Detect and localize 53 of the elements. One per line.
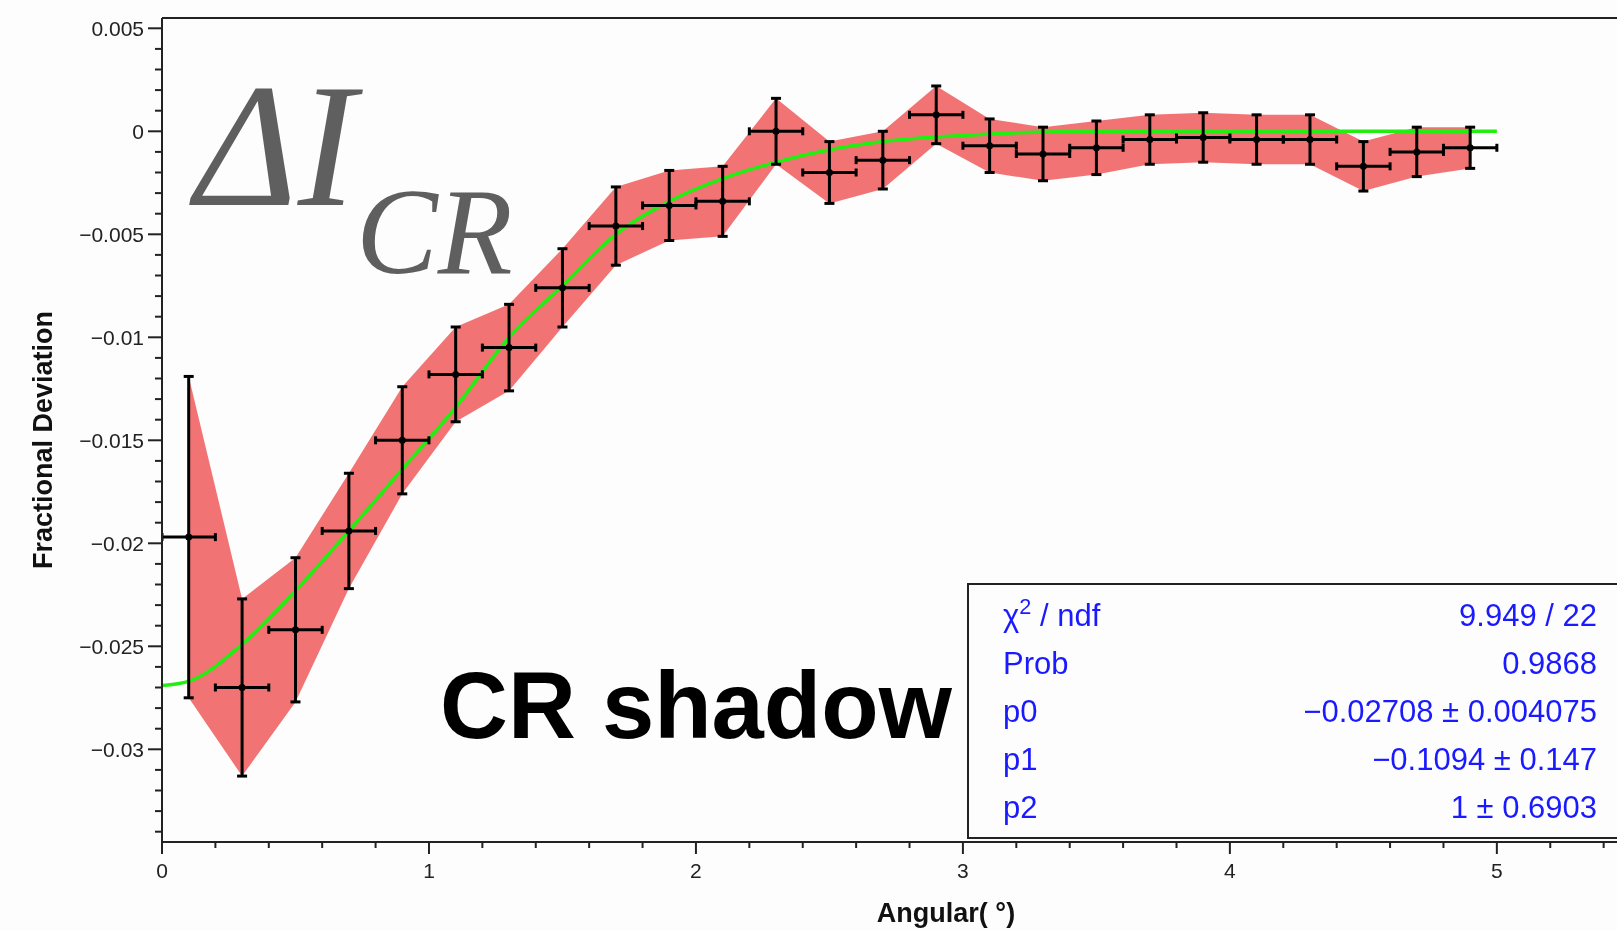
annotation: ΔI$_{CR}$ (189, 49, 513, 299)
point (1413, 148, 1421, 156)
point (291, 626, 299, 634)
y-axis-title: Fractional Deviation (28, 310, 58, 570)
point (398, 436, 406, 444)
point (612, 222, 620, 230)
annotation: Prob (1003, 646, 1069, 681)
point (719, 197, 727, 205)
annotation: 1 ± 0.6903 (1450, 790, 1597, 825)
point (1039, 150, 1047, 158)
point (238, 684, 246, 691)
point (986, 142, 994, 150)
annotation: −0.02708 ± 0.004075 (1303, 694, 1597, 729)
x-tick-label: 2 (690, 859, 702, 882)
point (452, 370, 460, 378)
point (1199, 133, 1207, 141)
x-tick-label: 5 (1491, 859, 1503, 882)
annotation: p0 (1003, 694, 1038, 729)
annotation: p1 (1003, 742, 1038, 777)
point (1466, 144, 1474, 152)
point (1253, 136, 1261, 144)
annotation: −0.1094 ± 0.147 (1372, 742, 1597, 777)
point (825, 169, 833, 176)
annotation: CR shadow (440, 653, 953, 758)
point (1092, 144, 1100, 152)
x-tick-label: 3 (957, 859, 969, 882)
y-tick-label: −0.025 (79, 634, 144, 658)
point (1146, 136, 1154, 144)
x-axis-title: Angular( °) (876, 898, 1016, 928)
point (185, 533, 193, 541)
y-tick-label: −0.01 (90, 325, 144, 349)
annotation: 9.949 / 22 (1459, 598, 1597, 633)
point (558, 284, 566, 292)
x-tick-label: 0 (156, 859, 168, 882)
x-tick-label: 1 (423, 859, 435, 882)
point (505, 344, 513, 352)
y-tick-label: −0.03 (90, 737, 144, 761)
point (665, 201, 673, 209)
y-tick-label: 0.005 (91, 16, 144, 40)
point (345, 527, 353, 535)
point (932, 111, 940, 119)
y-tick-label: 0 (132, 119, 144, 143)
y-tick-label: −0.005 (79, 222, 144, 246)
point (1306, 136, 1314, 144)
point (772, 127, 780, 135)
annotation: 0.9868 (1502, 646, 1597, 681)
annotation: p2 (1003, 790, 1038, 825)
y-tick-label: −0.02 (90, 531, 144, 555)
annotation: χ$^{2}$ / ndf (1003, 593, 1101, 633)
y-tick-label: −0.015 (79, 428, 144, 452)
point (879, 156, 887, 164)
point (1359, 162, 1367, 170)
x-tick-label: 4 (1224, 859, 1237, 882)
